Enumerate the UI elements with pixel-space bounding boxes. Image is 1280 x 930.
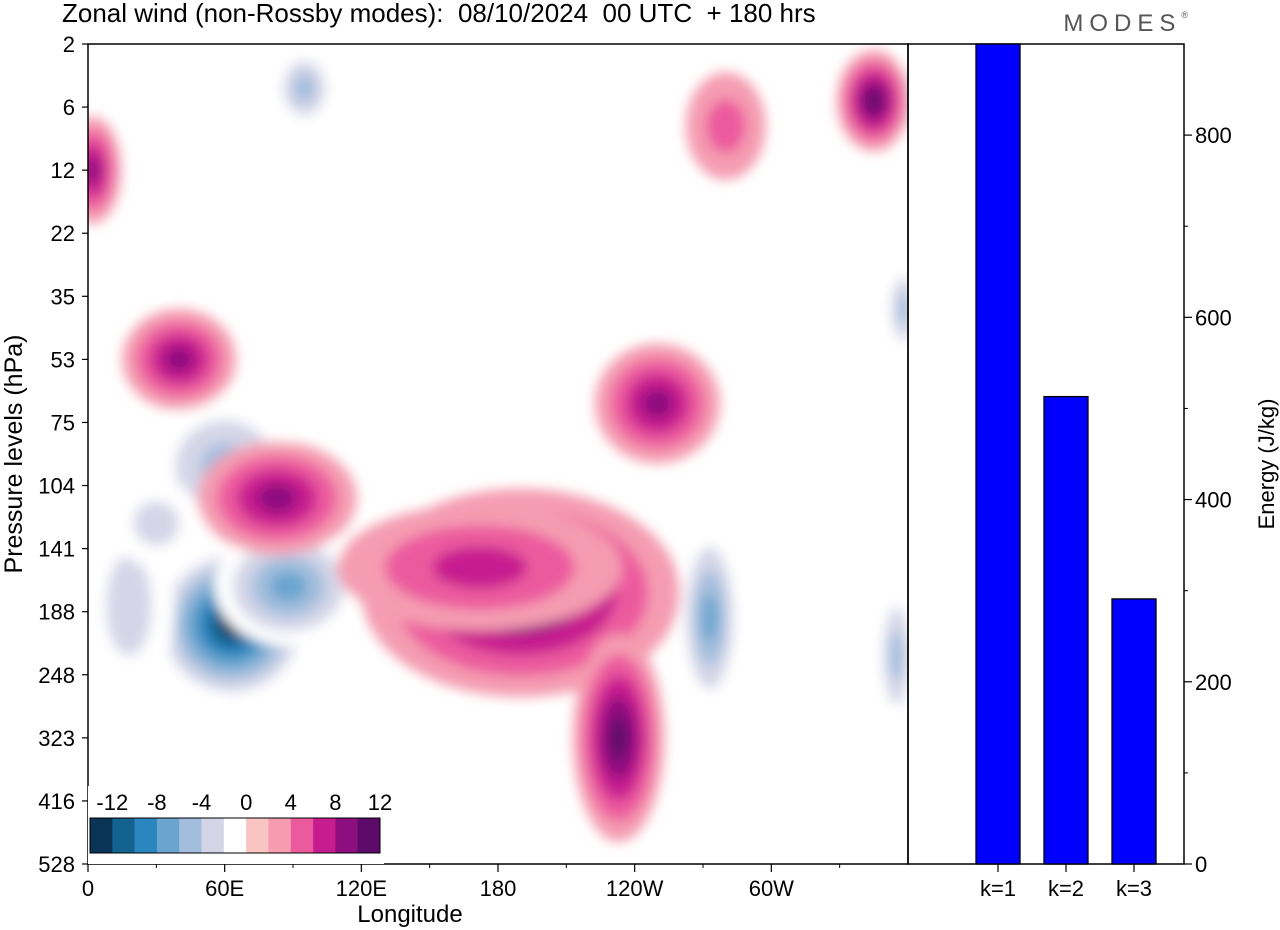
brand-registered-mark: ® [1181, 10, 1188, 20]
y-axis-label: Pressure levels (hPa) [0, 335, 28, 574]
colorbar-tick-label: -12 [96, 790, 128, 815]
y-tick-label: 22 [51, 221, 75, 246]
colorbar-swatch [201, 818, 225, 853]
colorbar-swatch [134, 818, 158, 853]
colorbar-swatch [313, 818, 336, 853]
colorbar-tick-label: -8 [147, 790, 167, 815]
bar-y-tick-label: 0 [1195, 852, 1207, 877]
colorbar-swatch [246, 818, 269, 853]
bar-y-tick-label: 600 [1195, 305, 1232, 330]
energy-bar-k=1 [975, 43, 1021, 865]
energy-bar-k=2 [1043, 395, 1089, 865]
colorbar-tick-label: 0 [240, 790, 252, 815]
y-tick-label: 12 [51, 158, 75, 183]
bar-category-label: k=1 [980, 876, 1016, 901]
wind-anomaly-westerly-11 [337, 504, 623, 631]
bar-category-label: k=2 [1048, 876, 1084, 901]
bar-y-tick-label: 400 [1195, 488, 1232, 513]
colorbar-swatch [179, 818, 202, 853]
colorbar-swatch [335, 818, 358, 853]
colorbar-tick-label: 8 [329, 790, 341, 815]
energy-bar-k=3 [1111, 598, 1157, 865]
wind-anomaly-easterly-7 [876, 583, 908, 729]
brand-logo: MODES® [1063, 10, 1188, 38]
energy-bar-chart: k=1 k=2 k=3 0 200 400 600 800 Energy (J/kg) [907, 43, 1279, 901]
colorbar-swatch [112, 818, 135, 853]
wind-anomaly-westerly-16 [88, 116, 122, 224]
x-tick-label: 0 [82, 876, 94, 901]
y-tick-label: 416 [38, 789, 75, 814]
wind-anomaly-easterly-8 [886, 261, 908, 357]
wind-anomaly-westerly-12 [573, 633, 665, 842]
wind-anomaly-westerly-15 [594, 343, 721, 464]
y-tick-label: 104 [38, 474, 75, 499]
y-tick-label: 528 [38, 852, 75, 877]
colorbar-swatch [90, 818, 113, 853]
bar-category-label: k=3 [1116, 876, 1152, 901]
bar-y-tick-label: 200 [1195, 670, 1232, 695]
x-tick-label: 180 [480, 876, 517, 901]
brand-name: MODES [1063, 10, 1182, 37]
y-tick-label: 6 [63, 95, 75, 120]
wind-anomaly-easterly-1 [214, 526, 363, 647]
y-tick-label: 323 [38, 726, 75, 751]
y-tick-label: 248 [38, 663, 75, 688]
wind-anomaly-westerly-14 [122, 308, 236, 410]
chart-title: Zonal wind (non-Rossby modes): 08/10/202… [62, 0, 816, 28]
bar-y-axis-label: Energy (J/kg) [1254, 399, 1279, 530]
colorbar-swatch [290, 818, 314, 853]
y-tick-label: 141 [38, 537, 75, 562]
x-tick-label: 120E [336, 876, 387, 901]
colorbar-tick-label: 4 [285, 790, 297, 815]
x-axis-label: Longitude [357, 901, 462, 928]
x-tick-label: 60W [749, 876, 794, 901]
colorbar-frame [89, 817, 381, 854]
wind-anomaly-easterly-6 [678, 523, 742, 713]
colorbar-swatch [357, 818, 381, 853]
y-tick-label: 188 [38, 600, 75, 625]
colorbar-swatch [268, 818, 292, 853]
y-tick-label: 53 [51, 347, 75, 372]
y-tick-label: 35 [51, 284, 75, 309]
colorbar-tick-label: -4 [192, 790, 212, 815]
y-tick-label: 75 [51, 410, 75, 435]
wind-anomaly-westerly-17 [836, 50, 908, 152]
x-tick-label: 60E [205, 876, 244, 901]
colorbar: -12 -8 -4 0 4 8 12 [88, 786, 392, 864]
x-tick-label: 120W [606, 876, 664, 901]
wind-anomaly-westerly-18 [685, 72, 766, 180]
colorbar-tick-label: 12 [368, 790, 392, 815]
wind-anomaly-westerly-13 [197, 441, 357, 555]
bar-y-tick-label: 800 [1195, 123, 1232, 148]
wind-anomaly-easterly-2 [88, 504, 175, 707]
wind-field [88, 47, 908, 842]
wind-anomaly-easterly-5 [273, 47, 336, 130]
wind-anomaly-easterly-4 [110, 479, 202, 568]
y-tick-label: 2 [63, 32, 75, 57]
colorbar-swatch [223, 818, 247, 853]
colorbar-swatch [156, 818, 180, 853]
